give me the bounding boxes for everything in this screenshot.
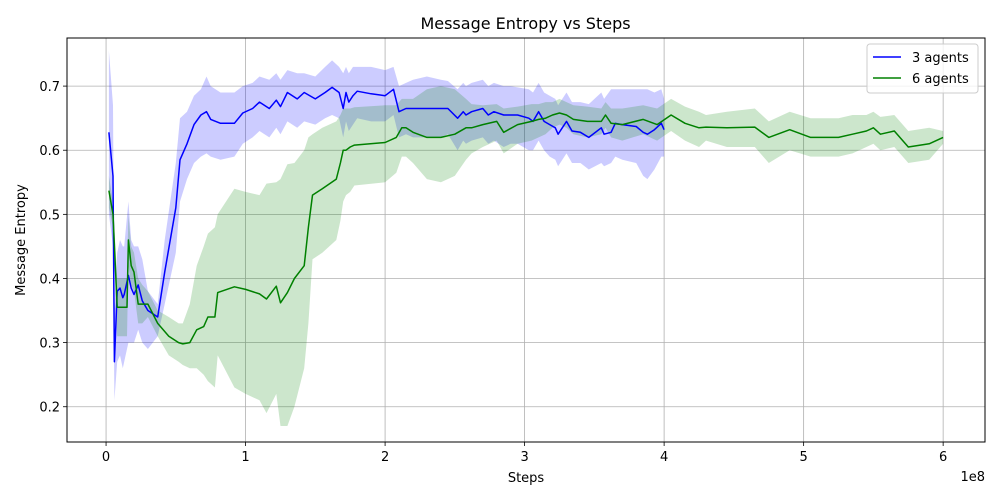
series-lines bbox=[108, 86, 944, 363]
grid bbox=[67, 38, 985, 442]
line-6-agents bbox=[108, 112, 944, 345]
x-tick-label: 4 bbox=[660, 450, 668, 465]
band-3-agents bbox=[108, 50, 665, 401]
y-tick-label: 0.6 bbox=[39, 144, 60, 159]
x-tick-label: 1 bbox=[241, 450, 249, 465]
axis-ticks: 0 1 2 3 4 5 6 0.2 0.3 0.4 0.5 0.6 0.7 bbox=[39, 80, 947, 465]
y-tick-label: 0.4 bbox=[39, 272, 60, 287]
x-tick-label: 2 bbox=[381, 450, 389, 465]
legend: 3 agents 6 agents bbox=[866, 43, 979, 94]
chart-title: Message Entropy vs Steps bbox=[420, 14, 630, 33]
band-6-agents bbox=[108, 86, 944, 426]
y-tick-label: 0.5 bbox=[39, 208, 60, 223]
x-tick-label: 6 bbox=[939, 450, 947, 465]
x-tick-label: 0 bbox=[102, 450, 110, 465]
legend-label: 3 agents bbox=[912, 51, 969, 66]
x-tick-label: 3 bbox=[520, 450, 528, 465]
y-tick-label: 0.7 bbox=[39, 80, 60, 95]
y-tick-label: 0.3 bbox=[39, 337, 60, 352]
x-axis-offset-label: 1e8 bbox=[960, 470, 985, 485]
legend-label: 6 agents bbox=[912, 72, 969, 87]
plot-frame bbox=[66, 37, 986, 443]
confidence-bands bbox=[108, 50, 944, 426]
line-3-agents bbox=[108, 86, 665, 363]
x-tick-label: 5 bbox=[799, 450, 807, 465]
x-axis-label: Steps bbox=[508, 471, 545, 486]
y-axis-label: Message Entropy bbox=[14, 184, 29, 296]
y-tick-label: 0.2 bbox=[39, 401, 60, 416]
